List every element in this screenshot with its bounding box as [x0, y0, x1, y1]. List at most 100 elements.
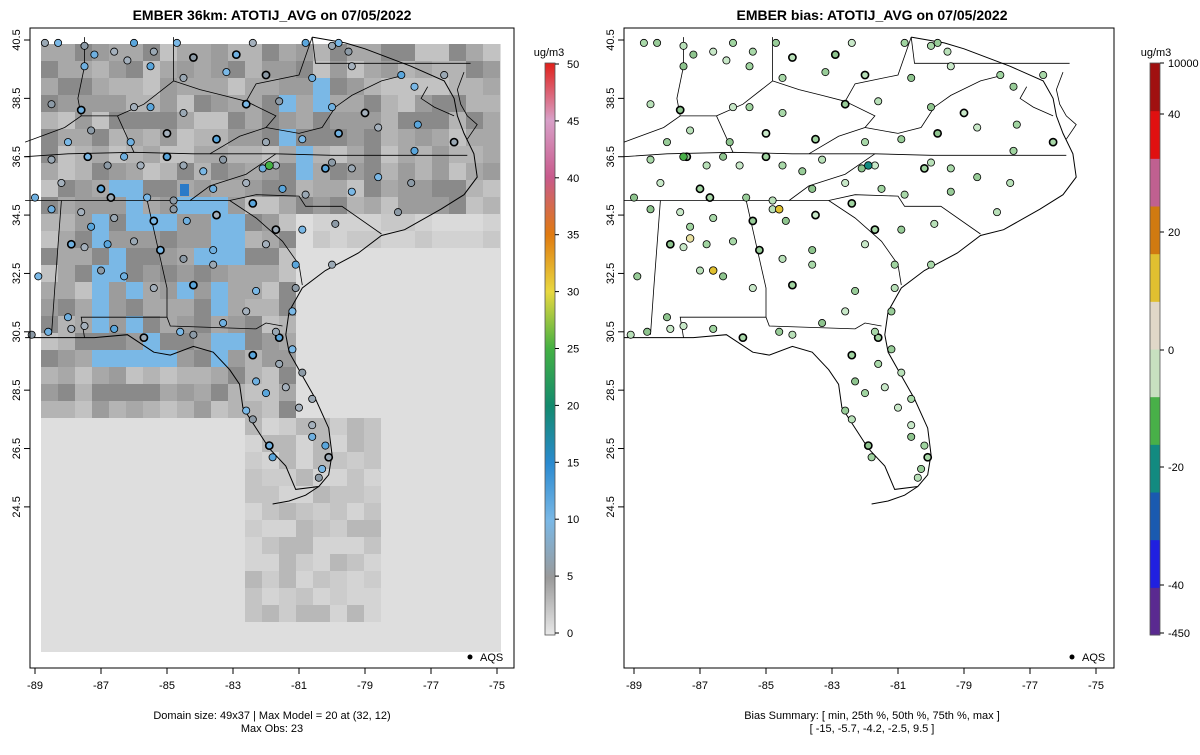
model-grid-cell	[330, 571, 347, 588]
model-grid-cell	[279, 197, 296, 214]
footer-max-obs: Max Obs: 23	[241, 723, 303, 735]
model-grid-cell	[126, 146, 143, 163]
state-border	[420, 86, 455, 117]
model-grid-cell	[347, 503, 364, 520]
observation-site	[149, 47, 158, 56]
bias-site	[653, 38, 662, 47]
model-grid-cell	[41, 129, 58, 146]
observation-site	[146, 103, 155, 112]
bias-site-highlight	[685, 234, 695, 243]
state-border	[25, 194, 382, 235]
model-grid-cell	[313, 146, 330, 163]
model-grid-cell	[160, 180, 177, 197]
bias-site	[818, 155, 827, 164]
observation-site	[179, 108, 188, 117]
colorbar-swatch	[1150, 444, 1160, 493]
bias-site	[917, 464, 926, 473]
bias-site	[788, 53, 797, 62]
legend-label: AQS	[480, 652, 503, 664]
colorbar-swatch	[1150, 301, 1160, 350]
bias-site	[725, 138, 734, 147]
model-grid-cell	[41, 61, 58, 78]
model-grid-cell	[160, 95, 177, 112]
model-grid-cell	[449, 146, 466, 163]
model-grid-cell	[330, 554, 347, 571]
bias-site	[696, 266, 705, 275]
model-grid-cell	[58, 333, 75, 350]
model-grid-cell	[211, 78, 228, 95]
observation-site	[199, 167, 208, 176]
observation-site	[308, 421, 317, 430]
bias-site	[679, 321, 688, 330]
model-grid-cell	[160, 231, 177, 248]
observation-site	[143, 193, 152, 202]
bias-site	[900, 190, 909, 199]
observation-site	[261, 389, 270, 398]
model-grid-cell	[177, 401, 194, 418]
bias-site	[808, 246, 817, 255]
observation-site	[96, 184, 106, 194]
model-grid-cell	[75, 78, 92, 95]
panel-model-bias: EMBER bias: ATOTIJ_AVG on 07/05/2022 -89…	[605, 7, 1199, 735]
model-grid-cell	[75, 333, 92, 350]
observation-site	[374, 123, 383, 132]
model-grid-cell	[126, 333, 143, 350]
model-grid-cell	[160, 163, 177, 180]
plot-frame	[623, 27, 1115, 669]
bias-site	[633, 272, 642, 281]
observation-site	[123, 56, 132, 65]
model-grid-cell	[245, 537, 262, 554]
model-grid-cell	[364, 78, 381, 95]
model-grid-cell	[466, 78, 483, 95]
model-grid-cell	[398, 163, 415, 180]
model-grid-cell	[279, 350, 296, 367]
bias-site	[1009, 146, 1018, 155]
bias-site-highlight	[864, 161, 873, 170]
model-grid-cell	[330, 163, 347, 180]
observation-site	[106, 193, 116, 202]
observation-site	[347, 62, 356, 71]
bias-site	[841, 178, 850, 187]
bias-site	[745, 103, 754, 112]
colorbar-swatch	[1150, 110, 1160, 159]
model-grid-cell	[58, 78, 75, 95]
model-grid-cell	[313, 180, 330, 197]
model-grid-cell	[41, 265, 58, 282]
state-border	[51, 200, 62, 335]
observation-site	[248, 350, 258, 360]
model-grid-cell	[245, 61, 262, 78]
model-grid-cell	[75, 350, 92, 367]
model-grid-cell	[41, 231, 58, 248]
bias-site	[907, 432, 916, 441]
bias-site	[1048, 137, 1058, 147]
bias-site	[993, 208, 1002, 217]
model-grid-cell	[194, 231, 211, 248]
model-grid-cell	[41, 384, 58, 401]
model-grid-cell	[330, 503, 347, 520]
observation-site	[103, 240, 112, 249]
observation-site	[334, 128, 343, 138]
bias-site	[959, 108, 969, 118]
observation-site	[136, 161, 145, 170]
observation-site	[47, 155, 56, 164]
model-grid-cell	[126, 265, 143, 282]
colorbar-tick-label: 25	[567, 344, 579, 356]
y-tick-label: 24.5	[605, 496, 617, 517]
observation-site	[327, 41, 336, 50]
observation-site	[327, 260, 336, 269]
bias-site	[643, 327, 652, 336]
model-grid-cell	[41, 299, 58, 316]
model-grid-cell	[228, 282, 245, 299]
bias-site	[639, 38, 648, 47]
model-grid-cell	[364, 435, 381, 452]
model-grid-cell	[177, 197, 194, 214]
observation-site	[149, 284, 158, 293]
model-grid-cell	[211, 367, 228, 384]
observation-site	[268, 453, 277, 462]
model-grid-cell	[347, 486, 364, 503]
bias-site	[920, 163, 929, 173]
bias-site	[686, 222, 695, 231]
model-grid-cell	[160, 44, 177, 61]
model-grid-cell	[347, 520, 364, 537]
model-grid-cell	[109, 129, 126, 146]
